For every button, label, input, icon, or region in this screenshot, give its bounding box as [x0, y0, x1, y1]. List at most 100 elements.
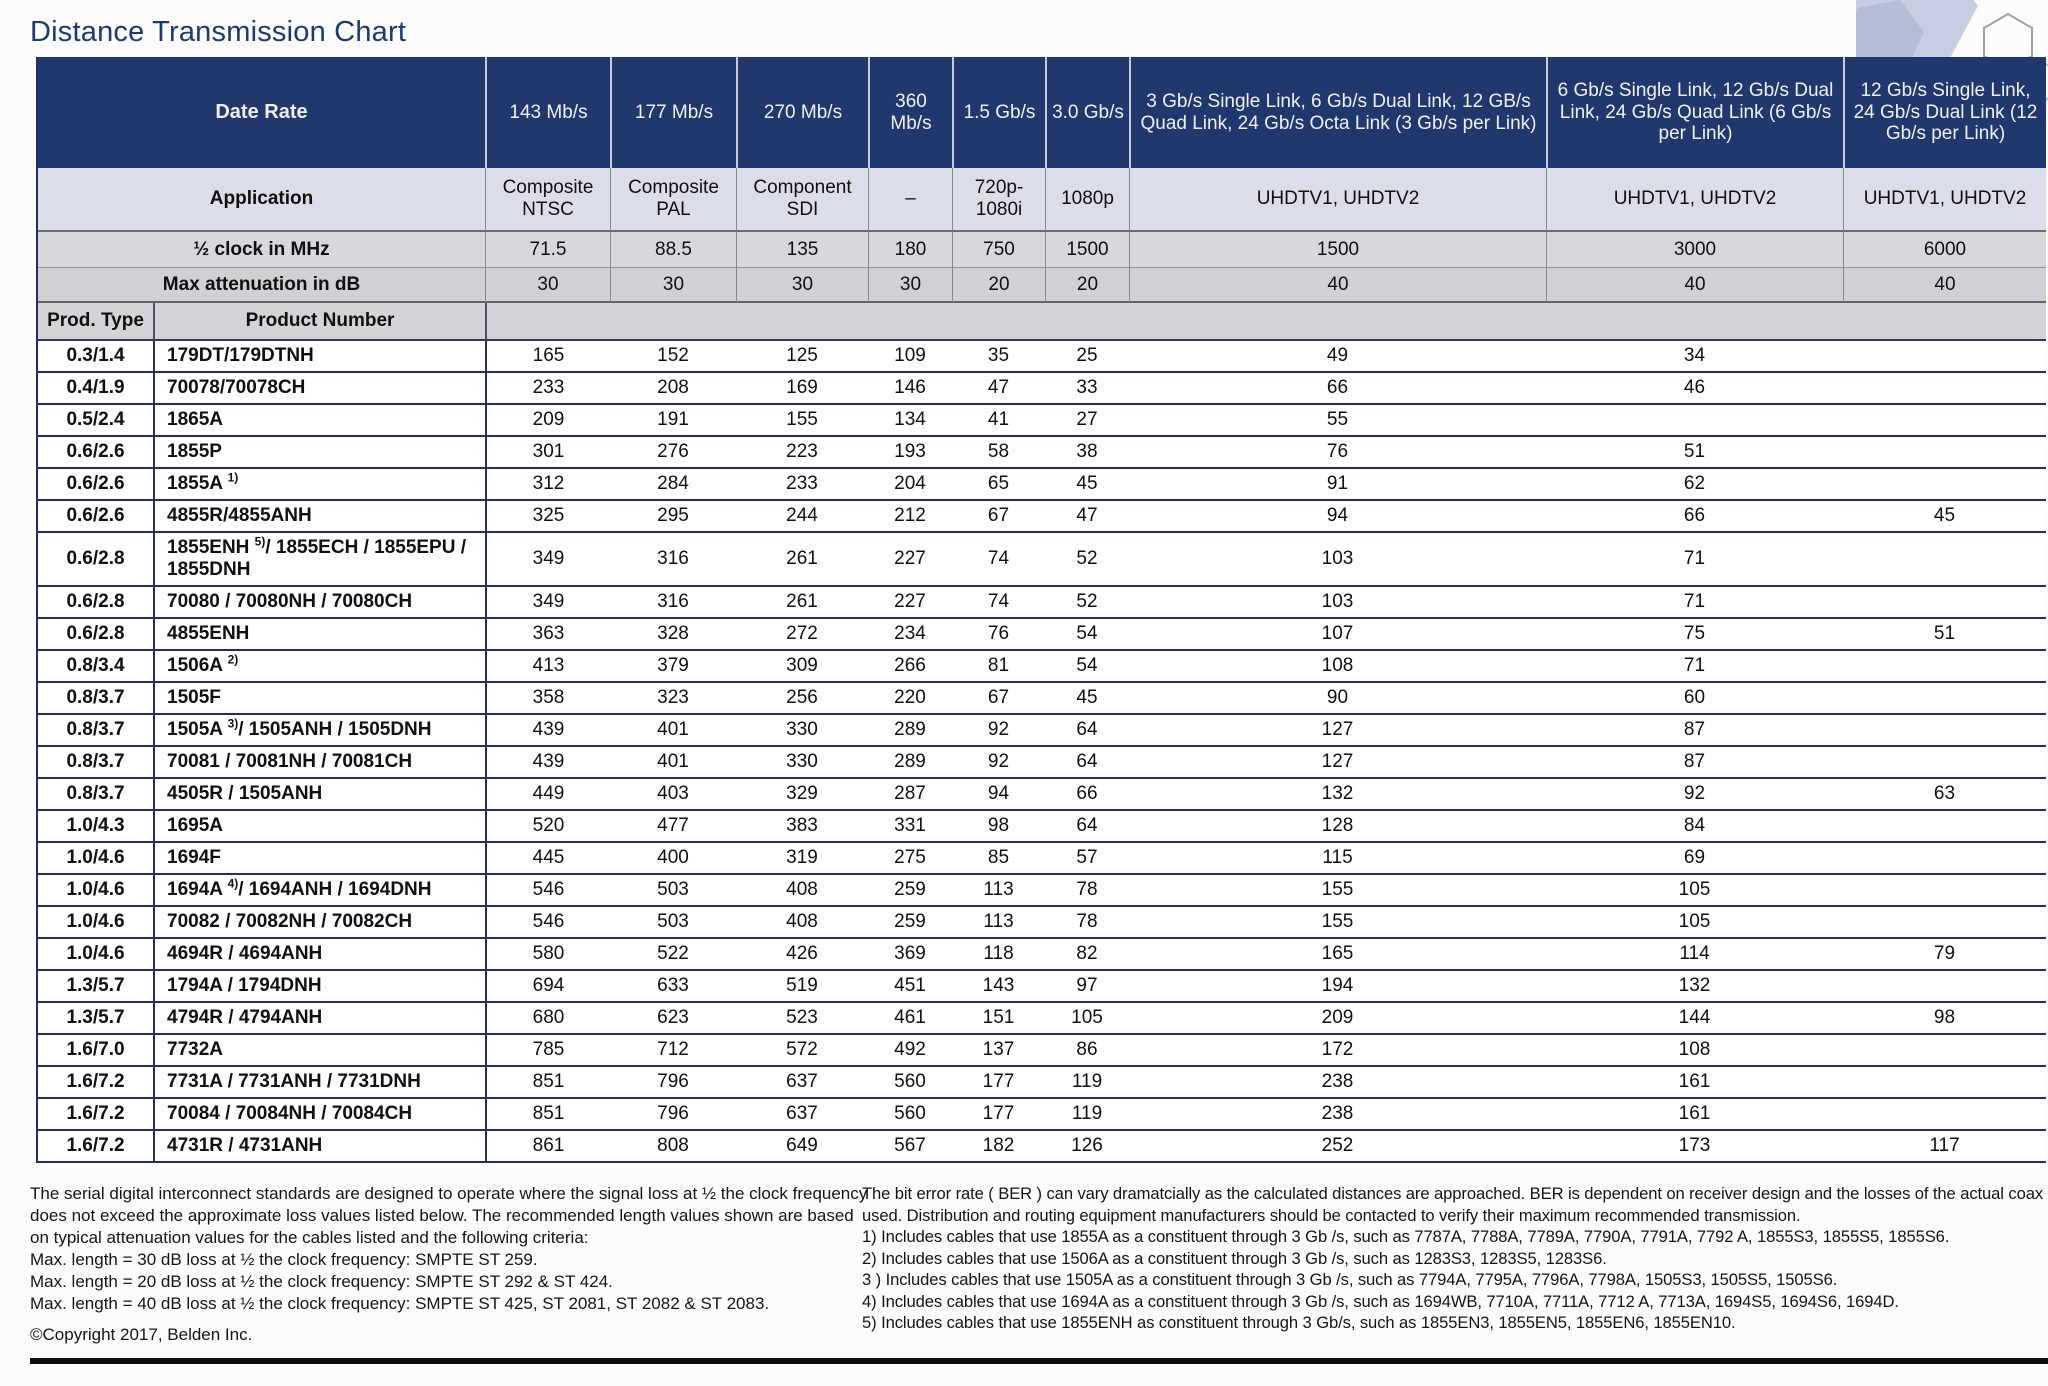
value-cell: 119 [1045, 1067, 1129, 1099]
value-cell [1843, 1099, 2046, 1131]
value-cell: 851 [485, 1099, 610, 1131]
value-cell: 519 [736, 971, 868, 1003]
value-cell: 60 [1546, 683, 1843, 715]
value-cell: 796 [610, 1099, 736, 1131]
value-cell: 105 [1546, 875, 1843, 907]
value-cell: 71 [1546, 587, 1843, 619]
product-name: 70081 / 70081NH / 70081CH [167, 751, 413, 773]
value-cell: 649 [736, 1131, 868, 1163]
value-cell: 401 [610, 715, 736, 747]
value-cell: 90 [1129, 683, 1546, 715]
value-cell: 69 [1546, 843, 1843, 875]
value-cell: 408 [736, 907, 868, 939]
value-cell [1843, 533, 2046, 587]
value-cell: 91 [1129, 469, 1546, 501]
value-cell: 55 [1129, 405, 1546, 437]
value-cell: 54 [1045, 619, 1129, 651]
value-cell: 87 [1546, 747, 1843, 779]
value-cell: 161 [1546, 1099, 1843, 1131]
application-cell: UHDTV1, UHDTV2 [1129, 168, 1546, 232]
prod-type-cell: 0.6/2.6 [38, 501, 153, 533]
value-cell: 45 [1045, 683, 1129, 715]
attenuation-value-cell: 40 [1546, 268, 1843, 303]
value-cell: 172 [1129, 1035, 1546, 1067]
prod-type-cell: 0.3/1.4 [38, 341, 153, 373]
value-cell: 82 [1045, 939, 1129, 971]
product-cell: 1855P [153, 437, 485, 469]
value-cell [1843, 875, 2046, 907]
clock-value-cell: 180 [868, 232, 952, 268]
prod-type-cell: 1.6/7.2 [38, 1131, 153, 1163]
value-cell: 503 [610, 875, 736, 907]
value-cell: 47 [1045, 501, 1129, 533]
prod-type-cell: 1.0/4.6 [38, 907, 153, 939]
product-cell: 70080 / 70080NH / 70080CH [153, 587, 485, 619]
prod-type-cell: 1.0/4.6 [38, 939, 153, 971]
value-cell: 567 [868, 1131, 952, 1163]
value-cell: 244 [736, 501, 868, 533]
product-name: 70082 / 70082NH / 70082CH [167, 911, 413, 933]
value-cell: 137 [952, 1035, 1045, 1067]
application-cell: – [868, 168, 952, 232]
product-name: 70078/70078CH [167, 377, 306, 399]
value-cell: 161 [1546, 1067, 1843, 1099]
value-cell [1843, 651, 2046, 683]
value-cell: 712 [610, 1035, 736, 1067]
product-cell: 1865A [153, 405, 485, 437]
value-cell: 287 [868, 779, 952, 811]
value-cell: 81 [952, 651, 1045, 683]
value-cell: 301 [485, 437, 610, 469]
value-cell: 63 [1843, 779, 2046, 811]
value-cell: 152 [610, 341, 736, 373]
product-name: 4794R / 4794ANH [167, 1007, 323, 1029]
footer-left-paragraph: The serial digital interconnect standard… [30, 1184, 868, 1248]
application-cell: Composite PAL [610, 168, 736, 232]
value-cell: 319 [736, 843, 868, 875]
application-cell: 1080p [1045, 168, 1129, 232]
rate-header-cell: 6 Gb/s Single Link, 12 Gb/s Dual Link, 2… [1546, 57, 1843, 168]
value-cell [1843, 715, 2046, 747]
value-cell: 403 [610, 779, 736, 811]
value-cell: 49 [1129, 341, 1546, 373]
application-cell: 720p- 1080i [952, 168, 1045, 232]
footnote-line: 4) Includes cables that use 1694A as a c… [862, 1291, 1899, 1311]
product-cell: 1505F [153, 683, 485, 715]
product-name: 7732A [167, 1039, 223, 1061]
product-cell: 70081 / 70081NH / 70081CH [153, 747, 485, 779]
value-cell: 325 [485, 501, 610, 533]
value-cell: 92 [1546, 779, 1843, 811]
prod-type-cell: 0.6/2.8 [38, 533, 153, 587]
rate-header-cell: 3 Gb/s Single Link, 6 Gb/s Dual Link, 12… [1129, 57, 1546, 168]
prod-type-cell: 0.8/3.4 [38, 651, 153, 683]
value-cell [1843, 373, 2046, 405]
value-cell: 808 [610, 1131, 736, 1163]
value-cell: 155 [1129, 907, 1546, 939]
prod-type-cell: 1.0/4.6 [38, 843, 153, 875]
product-name: 1794A / 1794DNH [167, 975, 322, 997]
prod-type-cell: 0.6/2.6 [38, 469, 153, 501]
prod-type-cell: 1.0/4.6 [38, 875, 153, 907]
value-cell: 103 [1129, 533, 1546, 587]
value-cell: 94 [1129, 501, 1546, 533]
value-cell: 439 [485, 747, 610, 779]
value-cell [1843, 1035, 2046, 1067]
value-cell: 146 [868, 373, 952, 405]
footer-right: The bit error rate ( BER ) can vary dram… [862, 1183, 2044, 1334]
value-cell: 312 [485, 469, 610, 501]
product-name: 70080 / 70080NH / 70080CH [167, 591, 413, 613]
value-cell: 92 [952, 715, 1045, 747]
value-cell: 259 [868, 907, 952, 939]
value-cell: 694 [485, 971, 610, 1003]
application-cell: Component SDI [736, 168, 868, 232]
page-title: Distance Transmission Chart [30, 16, 407, 48]
value-cell: 126 [1045, 1131, 1129, 1163]
product-cell: 4731R / 4731ANH [153, 1131, 485, 1163]
value-cell: 851 [485, 1067, 610, 1099]
value-cell: 349 [485, 587, 610, 619]
value-cell: 785 [485, 1035, 610, 1067]
value-cell: 572 [736, 1035, 868, 1067]
value-cell [1843, 405, 2046, 437]
criteria-line: Max. length = 30 dB loss at ½ the clock … [30, 1250, 538, 1270]
prod-type-cell: 0.8/3.7 [38, 779, 153, 811]
